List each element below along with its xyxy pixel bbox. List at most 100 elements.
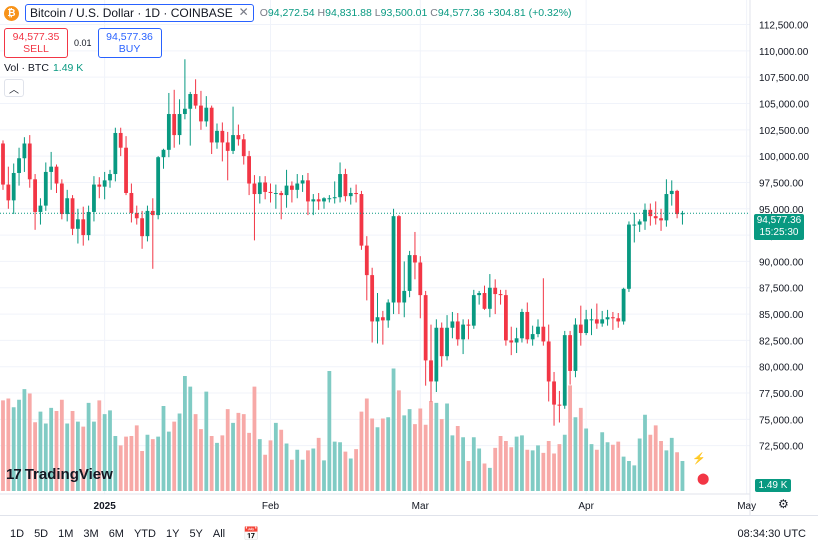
volume-bar	[418, 408, 423, 491]
buy-label: BUY	[118, 43, 141, 55]
symbol-title[interactable]: Bitcoin / U.S. Dollar · 1D · COINBASE ✕	[25, 4, 254, 22]
candle-body	[552, 381, 556, 405]
candle-body	[627, 224, 631, 289]
candle-body	[423, 295, 428, 361]
lightning-icon[interactable]: ⚡	[692, 453, 706, 465]
candle-body	[643, 209, 647, 222]
volume-bar	[669, 437, 674, 491]
volume-bar	[92, 421, 96, 491]
candle-body	[86, 211, 91, 236]
volume-bar	[632, 465, 637, 491]
time-tick-label: 2025	[94, 501, 117, 512]
timeframe-5d[interactable]: 5D	[34, 527, 49, 540]
volume-bar	[391, 368, 396, 491]
volume-bar	[546, 441, 551, 491]
chart-legend: ₿ Bitcoin / U.S. Dollar · 1D · COINBASE …	[4, 4, 572, 22]
price-tick-label: 77,500.00	[759, 389, 804, 400]
volume-bar	[43, 423, 48, 491]
bar-countdown: 15:25:30	[759, 227, 799, 238]
price-tick-label: 100,000.00	[759, 152, 809, 163]
volume-bar	[659, 441, 663, 491]
time-tick-label: May	[737, 501, 756, 512]
candle-body	[541, 326, 546, 342]
candle-body	[557, 404, 562, 406]
flag-icon[interactable]: ⬤	[697, 473, 710, 485]
timeframe-1y[interactable]: 1Y	[165, 527, 180, 540]
timeframe-ytd[interactable]: YTD	[133, 527, 156, 540]
buy-button[interactable]: 94,577.36 BUY	[97, 28, 162, 58]
volume-bar	[637, 438, 642, 491]
timeframe-5y[interactable]: 5Y	[189, 527, 203, 540]
volume-bar	[322, 460, 326, 491]
candle-body	[327, 198, 332, 200]
close-icon[interactable]: ✕	[238, 5, 249, 19]
sell-button[interactable]: 94,577.35 SELL	[4, 28, 68, 58]
volume-bar	[578, 407, 583, 491]
candle-body	[653, 216, 658, 219]
timeframe-6m[interactable]: 6M	[108, 527, 124, 540]
volume-bar	[11, 407, 16, 491]
candle-body	[498, 294, 503, 296]
candle-body	[632, 224, 637, 226]
chart-grid	[0, 0, 750, 494]
time-tick-label: Feb	[262, 501, 280, 512]
candle-body	[231, 135, 235, 151]
candle-body	[257, 182, 262, 195]
candle-body	[295, 183, 300, 190]
candle-body	[514, 338, 519, 343]
volume-bar	[268, 440, 273, 491]
volume-bar	[594, 449, 599, 491]
candle-body	[343, 174, 348, 197]
candle-body	[573, 324, 578, 371]
candle-body	[664, 194, 669, 221]
time-axis[interactable]: 2025 Feb Mar Apr May	[0, 493, 756, 512]
candle-body	[402, 290, 407, 303]
volume-bar	[348, 458, 353, 491]
volume-bar	[1, 400, 5, 491]
volume-bar	[27, 393, 32, 491]
volume-bar	[209, 436, 214, 491]
tradingview-logo[interactable]: 17 TradingView	[6, 466, 113, 483]
candle-body	[199, 105, 203, 122]
candle-body	[397, 216, 401, 303]
candle-body	[1, 143, 5, 185]
utc-clock[interactable]: 08:34:30 UTC	[737, 527, 806, 540]
candle-body	[17, 158, 21, 173]
candle-body	[359, 194, 364, 246]
volume-bar	[65, 423, 70, 491]
calendar-icon[interactable]: 📅	[243, 525, 260, 541]
volume-bar	[113, 436, 118, 491]
timeframe-1d[interactable]: 1D	[10, 527, 25, 540]
chevron-up-icon[interactable]: ︿	[4, 79, 24, 97]
volume-bar	[648, 434, 653, 491]
volume-bar	[6, 398, 11, 491]
volume-bar	[541, 452, 546, 491]
candle-body	[354, 192, 358, 195]
candle-body	[434, 327, 439, 382]
volume-bar	[343, 451, 348, 491]
gear-icon[interactable]: ⚙	[778, 497, 789, 511]
price-tick-label: 72,500.00	[759, 442, 804, 453]
price-tick-label: 90,000.00	[759, 257, 804, 268]
price-axis[interactable]: 112,500.00 110,000.00 107,500.00 105,000.00…	[749, 0, 809, 515]
candle-body	[290, 185, 294, 190]
volume-bar	[498, 436, 503, 491]
candle-body	[322, 198, 326, 202]
volume-bar	[257, 439, 262, 491]
volume-bar	[177, 413, 182, 491]
timeframe-all[interactable]: All	[212, 527, 226, 540]
timeframe-1m[interactable]: 1M	[58, 527, 74, 540]
volume-bar	[108, 410, 112, 491]
candle-body	[675, 190, 679, 215]
volume-bar	[477, 448, 482, 491]
volume-bar	[97, 400, 102, 491]
candle-body	[391, 216, 396, 303]
volume-bar	[380, 418, 385, 491]
candle-body	[102, 180, 107, 187]
sell-label: SELL	[23, 43, 49, 55]
candle-body	[241, 139, 246, 157]
volume-legend: Vol · BTC 1.49 K	[4, 62, 83, 74]
timeframe-3m[interactable]: 3M	[83, 527, 99, 540]
volume-bar	[536, 445, 540, 491]
